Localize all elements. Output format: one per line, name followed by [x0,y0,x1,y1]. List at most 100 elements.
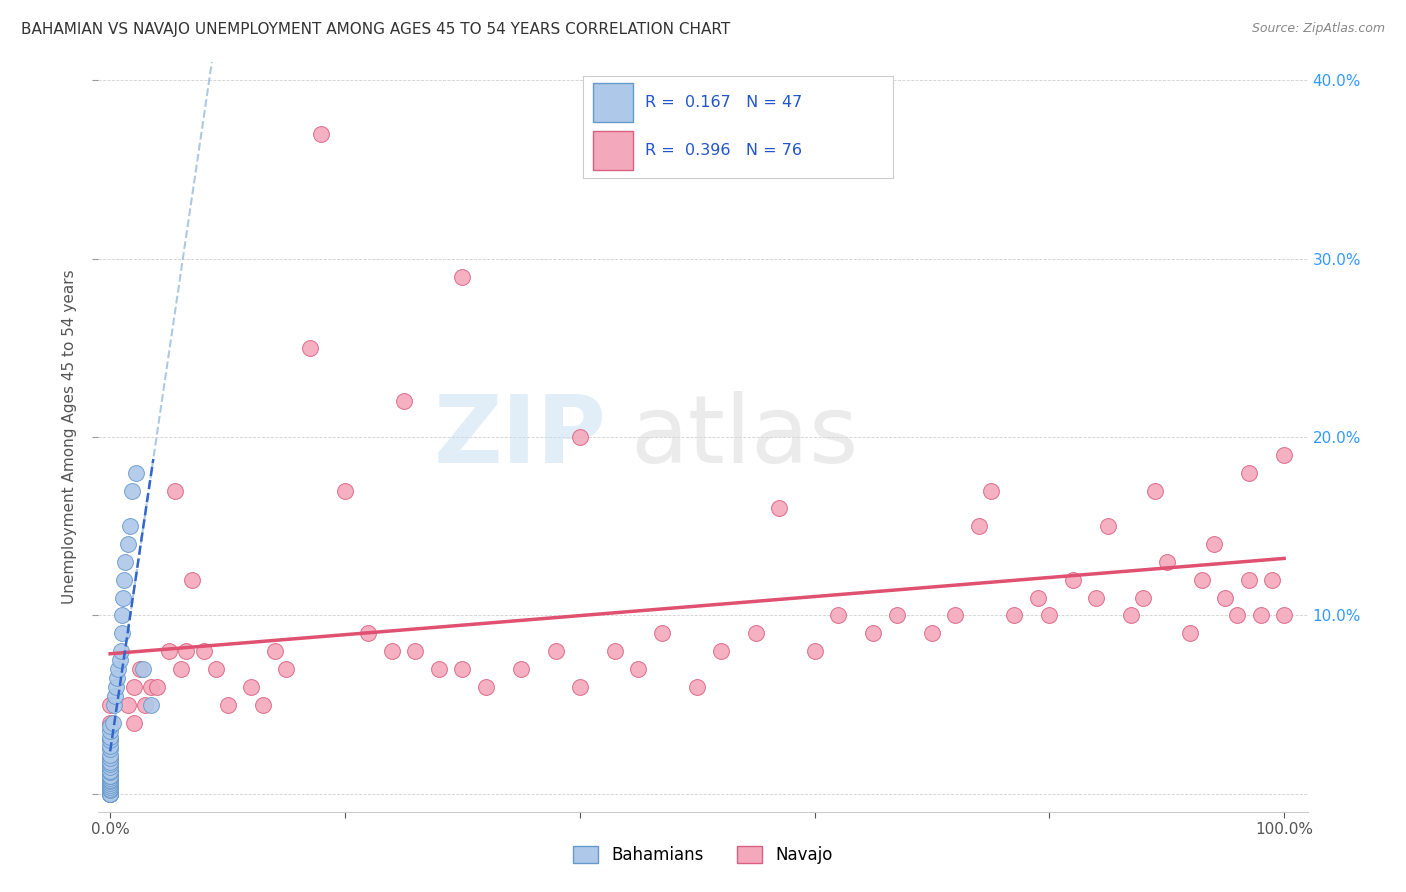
Point [1272,448,1295,462]
Point [193,644,215,658]
Point [169,662,191,676]
Point [98,776,121,790]
Point [98,724,121,739]
Point [1097,519,1119,533]
Point [98,698,121,712]
Point [132,662,155,676]
Point [803,644,825,658]
Point [546,644,568,658]
Point [98,764,121,778]
Point [98,755,121,769]
Point [311,127,333,141]
Point [98,772,121,787]
Point [1202,537,1225,551]
Point [1062,573,1084,587]
Point [298,341,321,355]
Point [108,653,131,667]
Text: atlas: atlas [630,391,859,483]
Bar [593,83,633,122]
Point [263,644,285,658]
Point [98,771,121,785]
Point [1143,483,1166,498]
Text: BAHAMIAN VS NAVAJO UNEMPLOYMENT AMONG AGES 45 TO 54 YEARS CORRELATION CHART: BAHAMIAN VS NAVAJO UNEMPLOYMENT AMONG AG… [21,22,730,37]
Point [98,756,121,771]
Point [1132,591,1154,605]
Point [98,787,121,801]
Point [921,626,943,640]
Legend: Bahamians, Navajo: Bahamians, Navajo [567,839,839,871]
Point [980,483,1002,498]
Point [568,430,591,444]
Point [98,783,121,797]
Point [120,519,142,533]
Point [98,739,121,753]
Text: Source: ZipAtlas.com: Source: ZipAtlas.com [1251,22,1385,36]
Y-axis label: Unemployment Among Ages 45 to 54 years: Unemployment Among Ages 45 to 54 years [62,269,77,605]
Point [333,483,356,498]
Point [141,680,163,694]
Point [1250,608,1272,623]
Point [381,644,404,658]
Point [357,626,380,640]
Point [1180,626,1202,640]
Point [98,742,121,756]
Point [98,769,121,783]
Point [768,501,790,516]
Point [568,680,591,694]
Point [886,608,908,623]
Point [276,662,298,676]
Point [392,394,415,409]
Bar [593,131,633,170]
Point [114,555,136,569]
Point [252,698,274,712]
Point [98,774,121,789]
Text: R =  0.396   N = 76: R = 0.396 N = 76 [645,144,803,158]
Point [122,715,145,730]
Point [240,680,263,694]
Point [1272,608,1295,623]
Point [110,644,132,658]
Point [1038,608,1060,623]
Point [451,269,474,284]
Point [204,662,226,676]
Point [98,787,121,801]
Point [1156,555,1178,569]
Point [98,733,121,747]
Point [98,780,121,794]
Point [103,698,125,712]
Point [111,626,134,640]
Point [117,698,139,712]
Point [122,680,145,694]
Point [98,787,121,801]
Point [98,769,121,783]
Point [1085,591,1108,605]
Point [98,715,121,730]
Point [1026,591,1049,605]
Point [945,608,967,623]
Point [98,719,121,733]
Point [98,778,121,792]
Point [217,698,239,712]
Point [1237,573,1260,587]
Point [112,591,135,605]
Point [98,730,121,744]
Point [181,573,204,587]
Point [163,483,186,498]
Text: R =  0.167   N = 47: R = 0.167 N = 47 [645,95,803,110]
Point [745,626,768,640]
Point [651,626,673,640]
Point [157,644,180,658]
Point [404,644,426,658]
Point [98,733,121,747]
Point [1121,608,1143,623]
Point [98,787,121,801]
Point [1237,466,1260,480]
Point [1215,591,1237,605]
Point [134,698,156,712]
Point [98,747,121,762]
Point [105,671,128,685]
Point [105,680,128,694]
Point [176,644,198,658]
Point [107,662,129,676]
Point [967,519,990,533]
